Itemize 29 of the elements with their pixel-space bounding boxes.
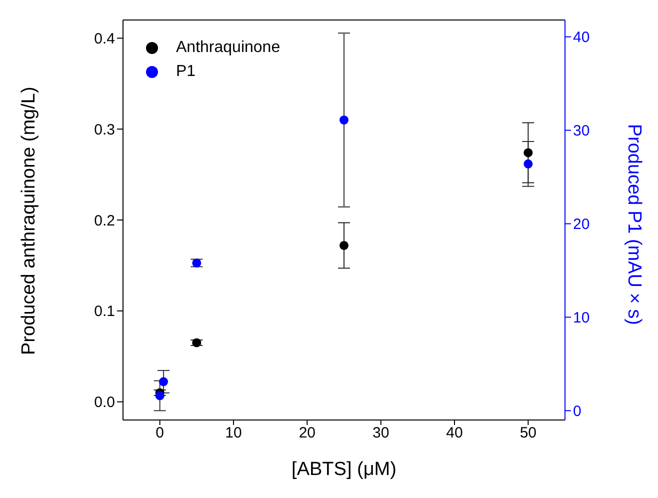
point — [339, 115, 349, 125]
point — [339, 240, 349, 250]
x-tick-label: 0 — [156, 424, 164, 442]
y-axis-title: Produced anthraquinone (mg/L) — [18, 86, 40, 355]
x-axis-title: [ABTS] (μM) — [292, 459, 396, 480]
y2-tick-label: 20 — [573, 216, 590, 234]
point — [524, 148, 533, 158]
legend-label: P1 — [176, 63, 196, 80]
y-tick-label: 0.2 — [94, 212, 115, 230]
y2-tick-label: 30 — [573, 122, 590, 140]
point — [192, 338, 202, 348]
y2-axis-title: Produced P1 (mAU × s) — [623, 124, 644, 325]
x-tick-label: 30 — [372, 424, 390, 442]
y-tick-label: 0.0 — [94, 394, 115, 412]
x-tick-label: 50 — [520, 424, 537, 442]
y-tick-label: 0.1 — [94, 303, 115, 320]
point — [192, 258, 202, 268]
legend-label: Anthraquinone — [176, 39, 280, 56]
y2-tick-label: 10 — [573, 310, 590, 327]
y-tick-label: 0.4 — [94, 30, 115, 48]
y2-tick-label: 40 — [573, 29, 590, 46]
point — [524, 159, 533, 168]
y2-tick-label: 0 — [573, 402, 582, 420]
x-tick-label: 40 — [446, 424, 463, 442]
x-tick-label: 20 — [298, 424, 316, 442]
y-tick-label: 0.3 — [94, 121, 115, 138]
x-tick-label: 10 — [225, 424, 242, 442]
point — [159, 377, 168, 386]
point — [155, 391, 164, 400]
